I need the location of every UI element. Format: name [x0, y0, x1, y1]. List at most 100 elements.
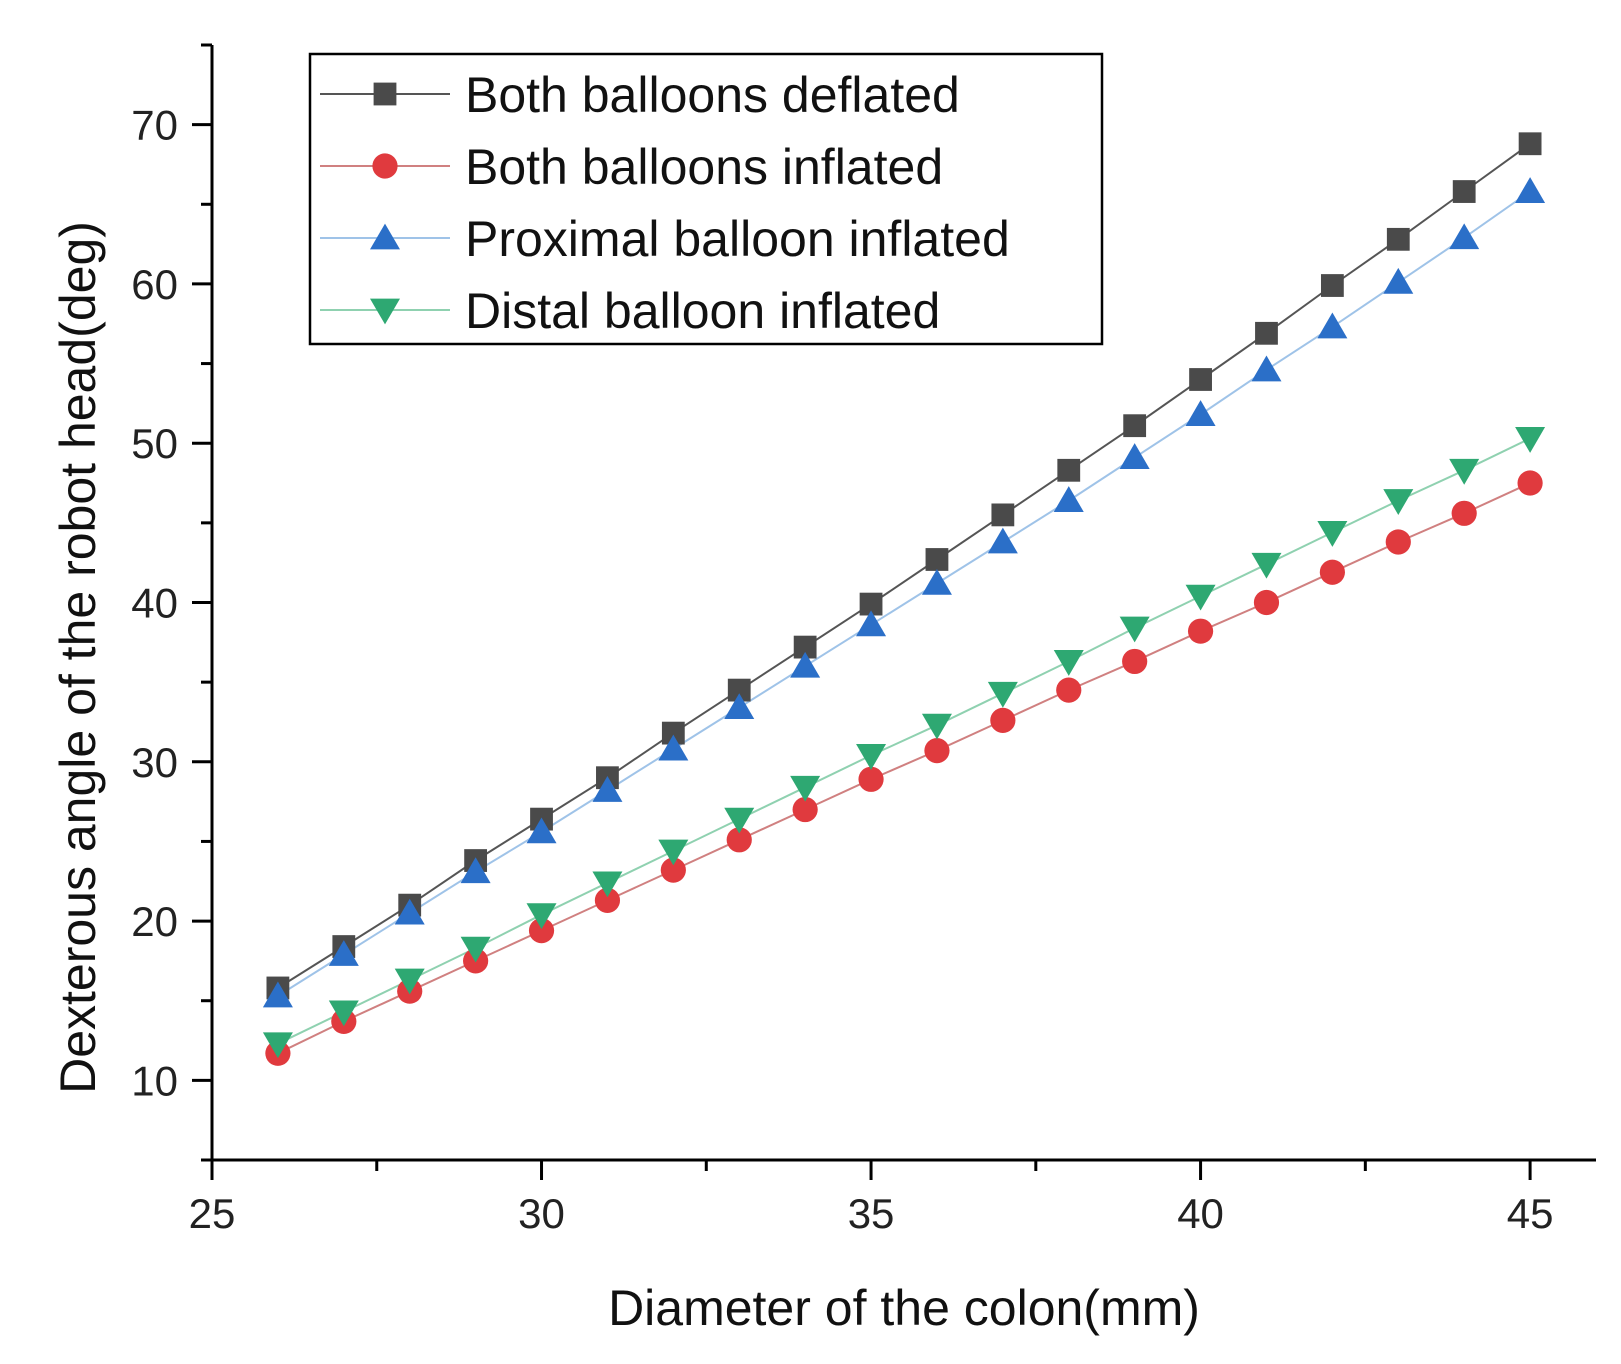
data-point-proximal-balloon-inflated	[1449, 223, 1480, 250]
x-tick-label: 25	[189, 1190, 236, 1237]
data-point-both-balloons-deflated	[1123, 414, 1147, 438]
data-point-both-balloons-inflated	[1451, 500, 1477, 526]
series-markers-both-balloons-inflated	[265, 470, 1543, 1066]
data-point-distal-balloon-inflated	[1449, 458, 1480, 485]
x-tick-label: 35	[848, 1190, 895, 1237]
y-axis-title: Dexterous angle of the robot head(deg)	[50, 221, 106, 1094]
data-point-both-balloons-deflated	[661, 721, 685, 745]
data-point-distal-balloon-inflated	[262, 1032, 293, 1059]
series-markers-both-balloons-deflated	[266, 132, 1542, 1000]
data-point-proximal-balloon-inflated	[262, 981, 293, 1008]
data-point-distal-balloon-inflated	[526, 903, 557, 930]
data-point-both-balloons-inflated	[528, 918, 555, 944]
data-point-both-balloons-inflated	[594, 887, 621, 913]
legend: Both balloons deflated Both balloons infl…	[308, 52, 1104, 346]
legend-marker-proximal-balloon-inflated	[370, 223, 400, 250]
legend-label-both-balloons-deflated: Both balloons deflated	[465, 67, 960, 123]
data-point-proximal-balloon-inflated	[328, 940, 359, 966]
data-point-both-balloons-inflated	[924, 738, 950, 764]
data-point-proximal-balloon-inflated	[1053, 486, 1084, 512]
data-point-distal-balloon-inflated	[1317, 521, 1348, 547]
y-tick-label: 40	[131, 580, 178, 627]
data-point-both-balloons-inflated	[1122, 648, 1148, 675]
data-point-both-balloons-deflated	[1255, 321, 1278, 345]
data-point-proximal-balloon-inflated	[1251, 355, 1282, 382]
legend-box	[308, 52, 1104, 346]
data-point-distal-balloon-inflated	[1119, 616, 1150, 643]
data-point-proximal-balloon-inflated	[460, 857, 491, 884]
y-tick-label: 70	[131, 102, 178, 149]
series-markers-distal-balloon-inflated	[262, 427, 1546, 1059]
data-point-distal-balloon-inflated	[1053, 650, 1084, 676]
data-point-proximal-balloon-inflated	[1119, 443, 1150, 469]
data-point-both-balloons-deflated	[1320, 274, 1344, 297]
data-point-proximal-balloon-inflated	[526, 817, 557, 844]
data-point-both-balloons-deflated	[1057, 458, 1081, 482]
data-point-both-balloons-deflated	[1189, 368, 1212, 391]
data-point-both-balloons-inflated	[990, 707, 1016, 733]
y-tick-label: 60	[131, 261, 178, 308]
data-point-proximal-balloon-inflated	[658, 734, 689, 761]
legend-marker-distal-balloon-inflated	[370, 298, 400, 325]
data-point-proximal-balloon-inflated	[1317, 312, 1348, 339]
x-axis-title: Diameter of the colon(mm)	[608, 1280, 1200, 1336]
data-point-distal-balloon-inflated	[1515, 427, 1546, 453]
data-point-both-balloons-inflated	[1253, 589, 1280, 616]
data-point-distal-balloon-inflated	[921, 713, 952, 740]
data-point-both-balloons-deflated	[793, 635, 817, 659]
legend-label-both-balloons-inflated: Both balloons inflated	[465, 139, 943, 195]
data-point-proximal-balloon-inflated	[724, 693, 755, 720]
data-point-proximal-balloon-inflated	[394, 898, 425, 925]
data-point-both-balloons-inflated	[1056, 677, 1082, 703]
data-point-proximal-balloon-inflated	[1515, 177, 1546, 203]
data-point-proximal-balloon-inflated	[790, 651, 821, 678]
data-point-distal-balloon-inflated	[724, 807, 755, 834]
data-point-both-balloons-deflated	[1518, 132, 1542, 156]
data-point-proximal-balloon-inflated	[987, 527, 1018, 554]
data-point-both-balloons-deflated	[925, 548, 949, 571]
data-point-distal-balloon-inflated	[460, 936, 491, 963]
data-point-proximal-balloon-inflated	[592, 776, 623, 802]
data-point-distal-balloon-inflated	[1383, 489, 1414, 515]
data-point-both-balloons-deflated	[1386, 227, 1410, 251]
tick-layer	[192, 43, 1532, 1180]
data-point-distal-balloon-inflated	[790, 775, 821, 802]
legend-marker-both-balloons-inflated	[372, 153, 398, 179]
data-point-both-balloons-deflated	[991, 503, 1015, 527]
data-point-both-balloons-inflated	[1319, 559, 1345, 585]
y-tick-label: 50	[131, 420, 178, 467]
data-point-both-balloons-inflated	[726, 827, 752, 853]
data-point-both-balloons-inflated	[1385, 529, 1411, 555]
data-point-both-balloons-deflated	[859, 592, 883, 616]
data-point-proximal-balloon-inflated	[1383, 267, 1414, 294]
data-point-distal-balloon-inflated	[1251, 552, 1282, 579]
series-markers-proximal-balloon-inflated	[262, 177, 1546, 1008]
data-point-both-balloons-inflated	[660, 857, 686, 883]
data-point-distal-balloon-inflated	[987, 681, 1018, 708]
series-markers	[262, 132, 1546, 1066]
y-tick-label: 20	[131, 898, 178, 945]
data-point-proximal-balloon-inflated	[921, 568, 952, 595]
x-tick-label: 30	[518, 1190, 565, 1237]
legend-label-proximal-balloon-inflated: Proximal balloon inflated	[465, 211, 1010, 267]
y-tick-label: 30	[131, 739, 178, 786]
data-point-both-balloons-deflated	[727, 678, 751, 702]
data-point-distal-balloon-inflated	[592, 871, 623, 898]
data-point-distal-balloon-inflated	[328, 1000, 359, 1027]
y-tick-label: 10	[131, 1057, 178, 1104]
x-tick-label: 40	[1177, 1190, 1224, 1237]
data-point-both-balloons-inflated	[792, 796, 818, 823]
legend-label-distal-balloon-inflated: Distal balloon inflated	[465, 283, 940, 339]
data-point-both-balloons-inflated	[858, 766, 884, 792]
data-point-distal-balloon-inflated	[856, 744, 887, 770]
data-point-distal-balloon-inflated	[1185, 584, 1216, 611]
data-point-distal-balloon-inflated	[658, 839, 689, 866]
x-tick-label: 45	[1507, 1190, 1554, 1237]
data-point-proximal-balloon-inflated	[1185, 400, 1216, 426]
data-point-both-balloons-deflated	[1452, 180, 1476, 203]
data-point-both-balloons-inflated	[1517, 470, 1543, 496]
data-point-distal-balloon-inflated	[394, 968, 425, 995]
data-point-proximal-balloon-inflated	[856, 610, 887, 637]
data-point-both-balloons-inflated	[1187, 618, 1214, 644]
